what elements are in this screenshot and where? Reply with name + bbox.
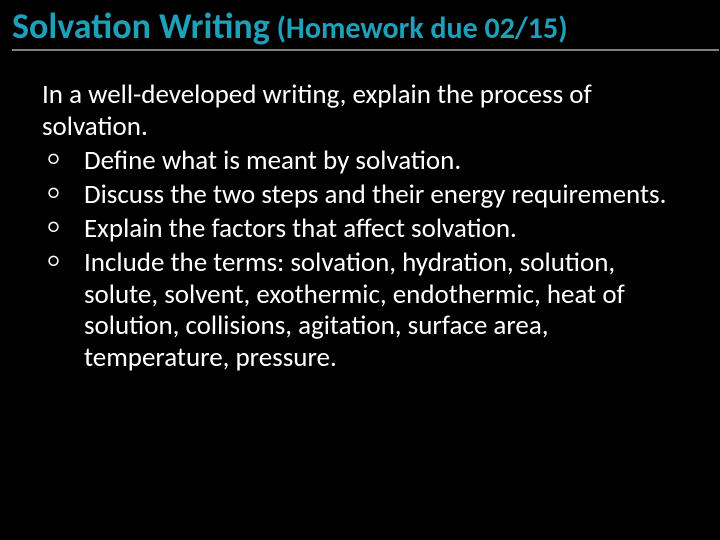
intro-text: In a well-developed writing, explain the…	[42, 79, 688, 143]
bullet-item: Define what is meant by solvation.	[42, 145, 688, 177]
bullet-item: Explain the factors that affect solvatio…	[42, 213, 688, 245]
slide-container: Solvation Writing (Homework due 02/15) I…	[0, 0, 720, 394]
title-underline	[12, 49, 719, 51]
title-main: Solvation Writing	[12, 4, 270, 48]
bullet-list: Define what is meant by solvation. Discu…	[42, 145, 688, 374]
title-block: Solvation Writing (Homework due 02/15)	[0, 6, 708, 51]
title-subtitle: (Homework due 02/15)	[270, 10, 568, 47]
slide-title: Solvation Writing (Homework due 02/15)	[12, 6, 708, 47]
bullet-item: Discuss the two steps and their energy r…	[42, 179, 688, 211]
content-block: In a well-developed writing, explain the…	[0, 79, 708, 374]
bullet-item: Include the terms: solvation, hydration,…	[42, 247, 688, 374]
